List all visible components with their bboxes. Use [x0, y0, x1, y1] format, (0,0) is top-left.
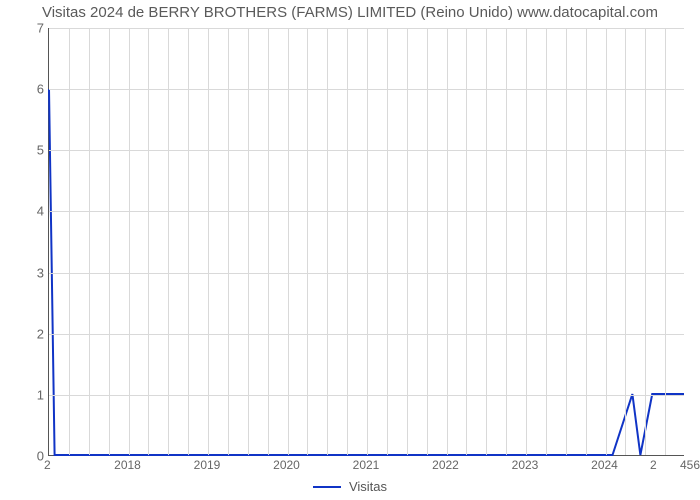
y-tick-label: 1 [4, 387, 44, 402]
grid-vertical [407, 28, 408, 455]
chart-container: Visitas 2024 de BERRY BROTHERS (FARMS) L… [0, 0, 700, 500]
grid-vertical [208, 28, 209, 455]
y-tick-label: 4 [4, 204, 44, 219]
x-end-label: 456 [680, 458, 700, 472]
grid-vertical [228, 28, 229, 455]
grid-vertical [566, 28, 567, 455]
grid-vertical [148, 28, 149, 455]
grid-vertical [546, 28, 547, 455]
legend-item-visitas: Visitas [313, 479, 387, 494]
y-tick-label: 7 [4, 21, 44, 36]
x-end-label: 2 [44, 458, 51, 472]
x-tick-label: 2021 [353, 458, 380, 472]
grid-vertical [188, 28, 189, 455]
legend-label: Visitas [349, 479, 387, 494]
grid-vertical [665, 28, 666, 455]
chart-title: Visitas 2024 de BERRY BROTHERS (FARMS) L… [0, 4, 700, 21]
grid-vertical [387, 28, 388, 455]
grid-vertical [586, 28, 587, 455]
legend: Visitas [0, 475, 700, 495]
grid-vertical [606, 28, 607, 455]
grid-vertical [109, 28, 110, 455]
y-tick-label: 0 [4, 449, 44, 464]
grid-vertical [69, 28, 70, 455]
grid-vertical [307, 28, 308, 455]
grid-vertical [248, 28, 249, 455]
legend-swatch [313, 486, 341, 488]
x-end-label: 2 [650, 458, 657, 472]
grid-vertical [288, 28, 289, 455]
x-tick-label: 2019 [194, 458, 221, 472]
y-tick-label: 2 [4, 326, 44, 341]
grid-vertical [506, 28, 507, 455]
grid-vertical [526, 28, 527, 455]
grid-vertical [168, 28, 169, 455]
x-tick-label: 2022 [432, 458, 459, 472]
x-tick-label: 2024 [591, 458, 618, 472]
grid-vertical [89, 28, 90, 455]
grid-vertical [466, 28, 467, 455]
grid-vertical [645, 28, 646, 455]
grid-vertical [447, 28, 448, 455]
x-tick-label: 2020 [273, 458, 300, 472]
x-tick-label: 2018 [114, 458, 141, 472]
x-tick-label: 2023 [512, 458, 539, 472]
grid-vertical [129, 28, 130, 455]
y-tick-label: 5 [4, 143, 44, 158]
grid-vertical [367, 28, 368, 455]
y-tick-label: 3 [4, 265, 44, 280]
grid-vertical [327, 28, 328, 455]
grid-vertical [427, 28, 428, 455]
grid-vertical [625, 28, 626, 455]
plot-area [48, 28, 684, 456]
grid-vertical [347, 28, 348, 455]
grid-vertical [486, 28, 487, 455]
grid-vertical [268, 28, 269, 455]
y-tick-label: 6 [4, 82, 44, 97]
